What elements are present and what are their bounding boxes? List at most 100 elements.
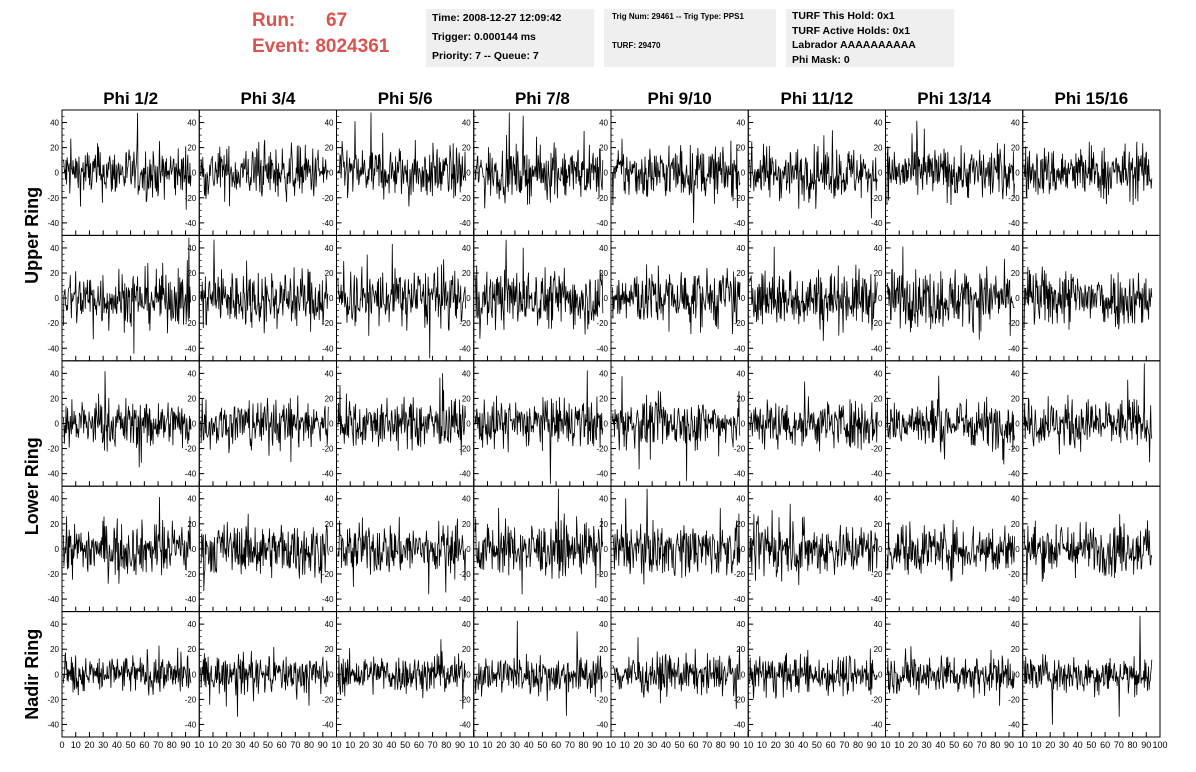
x-tick-label-c2-5: 50	[263, 740, 273, 750]
x-tick-label-c3-9: 90	[455, 740, 465, 750]
y-tick-label-r1-c2-0: -40	[185, 219, 197, 228]
y-tick-label-r2-c2-1: -20	[185, 319, 197, 328]
trace-line-r4-c8	[1023, 514, 1153, 585]
y-tick-label-r1-c6-3: 20	[736, 144, 745, 153]
x-tick-label-c1-5: 50	[126, 740, 136, 750]
y-tick-label-r4-c4-0: -40	[459, 595, 471, 604]
x-tick-label-c3-2: 20	[359, 740, 369, 750]
trace-line-r3-c2	[200, 395, 329, 463]
ring-label-3: Nadir Ring	[22, 629, 42, 720]
y-tick-label-r3-c3-1: -20	[322, 445, 334, 454]
y-tick-label-r2-c5-3: 20	[599, 269, 608, 278]
y-tick-label-r5-c1-3: 20	[50, 645, 59, 654]
y-tick-label-r3-c2-3: 20	[187, 394, 196, 403]
y-tick-label-r3-c6-2: 0	[741, 420, 746, 429]
y-tick-label-r2-c4-1: -20	[459, 319, 471, 328]
y-tick-label-r4-c5-4: 40	[599, 495, 608, 504]
y-tick-label-r1-c2-3: 20	[187, 144, 196, 153]
y-tick-label-r2-c3-4: 40	[325, 244, 334, 253]
trace-line-r1-c5	[612, 138, 741, 224]
y-tick-label-r3-c8-3: 20	[1011, 394, 1020, 403]
y-tick-label-r5-c4-4: 40	[462, 620, 471, 629]
x-tick-label-c7-8: 80	[990, 740, 1000, 750]
run-label: Run:	[252, 10, 296, 31]
y-tick-label-r4-c7-2: 0	[878, 545, 883, 554]
y-tick-label-r4-c4-1: -20	[459, 570, 471, 579]
trace-line-r1-c1	[63, 112, 192, 210]
y-tick-label-r3-c4-0: -40	[459, 470, 471, 479]
trace-line-r2-c8	[1023, 266, 1153, 330]
x-tick-label-c7-3: 30	[922, 740, 932, 750]
y-tick-label-r3-c2-0: -40	[185, 470, 197, 479]
y-tick-label-r3-c3-2: 0	[329, 420, 334, 429]
column-title-4: Phi 7/8	[515, 89, 570, 108]
y-tick-label-r5-c4-2: 0	[466, 670, 471, 679]
y-tick-label-r3-c7-1: -20	[871, 445, 883, 454]
y-tick-label-r1-c5-0: -40	[596, 219, 608, 228]
y-tick-label-r1-c6-1: -20	[734, 194, 746, 203]
y-tick-label-r3-c1-0: -40	[47, 470, 59, 479]
y-tick-label-r4-c8-3: 20	[1011, 520, 1020, 529]
y-tick-label-r5-c3-4: 40	[325, 620, 334, 629]
y-tick-label-r2-c1-1: -20	[47, 319, 59, 328]
panel-frame-r4-c3	[336, 485, 475, 613]
x-tick-label-c3-1: 10	[345, 740, 355, 750]
y-tick-label-r3-c8-0: -40	[1008, 470, 1020, 479]
y-tick-label-r4-c6-2: 0	[741, 545, 746, 554]
y-tick-label-r4-c4-4: 40	[462, 495, 471, 504]
panel-frame-r3-c2	[198, 360, 337, 487]
y-tick-label-r3-c4-2: 0	[466, 420, 471, 429]
x-tick-label-c7-10: 10	[1018, 740, 1028, 750]
y-tick-label-r5-c1-0: -40	[47, 720, 59, 729]
y-tick-label-r5-c2-3: 20	[187, 645, 196, 654]
x-tick-label-c5-3: 30	[647, 740, 657, 750]
y-tick-label-r3-c1-2: 0	[55, 420, 60, 429]
y-tick-label-r2-c5-2: 0	[604, 294, 609, 303]
y-tick-label-r5-c3-1: -20	[322, 695, 334, 704]
x-tick-label-c8-10: 100	[1152, 740, 1167, 750]
x-tick-label-c8-5: 50	[1086, 740, 1096, 750]
y-tick-label-r1-c4-4: 40	[462, 119, 471, 128]
y-tick-label-r1-c4-0: -40	[459, 219, 471, 228]
y-tick-label-r1-c1-0: -40	[47, 219, 59, 228]
y-tick-label-r1-c6-2: 0	[741, 169, 746, 178]
y-tick-label-r4-c8-4: 40	[1011, 495, 1020, 504]
y-tick-label-r1-c6-4: 40	[736, 119, 745, 128]
priority-text: Priority: 7 -- Queue: 7	[432, 50, 539, 62]
trace-line-r2-c4	[474, 239, 604, 339]
trace-line-r4-c7	[886, 519, 1015, 582]
trace-line-r5-c7	[886, 646, 1015, 706]
trace-line-r3-c7	[886, 375, 1015, 465]
event-value: 8024361	[315, 36, 390, 57]
trace-line-r4-c5	[612, 488, 741, 585]
turf-text: TURF: 29470	[612, 41, 661, 50]
y-tick-label-r2-c4-4: 40	[462, 244, 471, 253]
x-tick-label-c1-7: 70	[153, 740, 163, 750]
column-title-8: Phi 15/16	[1055, 89, 1129, 108]
x-tick-label-c2-3: 30	[235, 740, 245, 750]
x-tick-label-c5-4: 40	[661, 740, 671, 750]
y-tick-label-r5-c8-3: 20	[1011, 645, 1020, 654]
y-tick-label-r1-c5-3: 20	[599, 144, 608, 153]
y-tick-label-r5-c3-3: 20	[325, 645, 334, 654]
x-tick-label-c3-8: 80	[441, 740, 451, 750]
x-tick-label-c1-10: 10	[194, 740, 204, 750]
x-tick-label-c6-5: 50	[812, 740, 822, 750]
trace-line-r4-c1	[63, 496, 192, 584]
x-tick-label-c3-4: 40	[386, 740, 396, 750]
trace-line-r3-c6	[749, 381, 878, 452]
trace-line-r5-c6	[749, 648, 878, 699]
x-tick-label-c8-7: 70	[1114, 740, 1124, 750]
y-tick-label-r5-c7-1: -20	[871, 695, 883, 704]
y-tick-label-r1-c6-0: -40	[734, 219, 746, 228]
y-tick-label-r5-c7-3: 20	[874, 645, 883, 654]
x-tick-label-c1-2: 20	[84, 740, 94, 750]
y-tick-label-r5-c2-4: 40	[187, 620, 196, 629]
y-tick-label-r5-c1-4: 40	[50, 620, 59, 629]
y-tick-label-r4-c1-4: 40	[50, 495, 59, 504]
trace-line-r2-c5	[612, 264, 741, 335]
y-tick-label-r2-c6-4: 40	[736, 244, 745, 253]
y-tick-label-r1-c5-1: -20	[596, 194, 608, 203]
y-tick-label-r2-c8-2: 0	[1015, 294, 1020, 303]
